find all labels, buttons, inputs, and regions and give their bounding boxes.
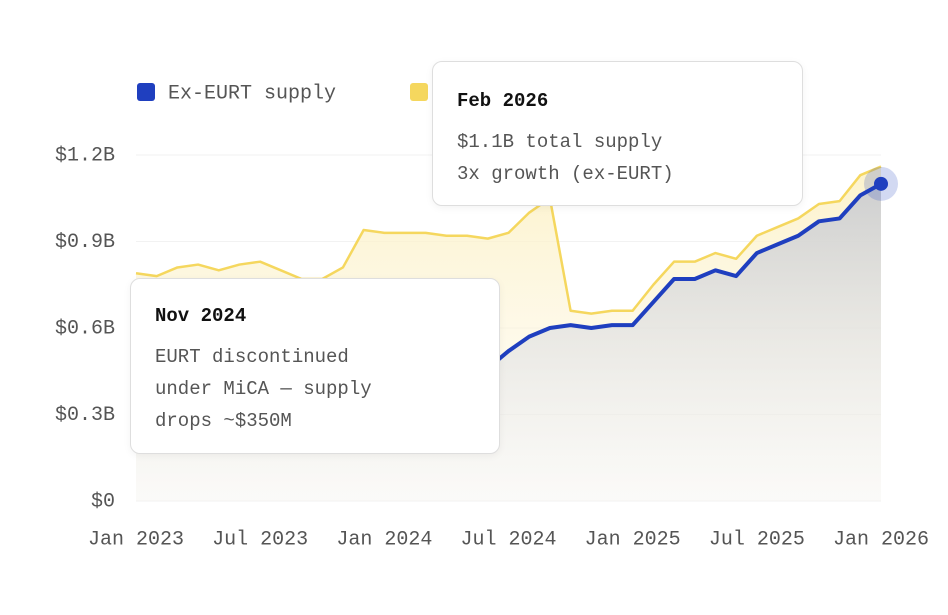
x-tick-label: Jan 2023 xyxy=(88,528,184,551)
x-tick-label: Jul 2023 xyxy=(212,528,308,551)
annotation-line: under MiCA — supply xyxy=(155,378,372,400)
x-tick-label: Jul 2024 xyxy=(460,528,556,551)
annotation-title: Feb 2026 xyxy=(457,90,549,112)
highlight-dot xyxy=(874,176,888,191)
y-tick-label: $0 xyxy=(91,490,115,513)
annotation-line: 3x growth (ex-EURT) xyxy=(457,163,674,185)
x-tick-label: Jan 2026 xyxy=(833,528,929,551)
y-tick-label: $0.3B xyxy=(55,404,115,427)
annotation: Nov 2024 EURT discontinued under MiCA — su… xyxy=(130,278,500,454)
line xyxy=(135,165,882,315)
annotation-title: Nov 2024 xyxy=(155,305,247,327)
annotation-line: drops ~$350M xyxy=(155,410,292,432)
x-tick-label: Jan 2025 xyxy=(585,528,681,551)
y-tick-label: $1.2B xyxy=(55,144,115,167)
y-tick-label: $0.6B xyxy=(55,317,115,340)
legend-swatch xyxy=(410,83,428,101)
tooltip: Feb 2026 $1.1B total supply 3x growth (ex-… xyxy=(432,61,803,206)
x-tick-label: Jan 2024 xyxy=(336,528,432,551)
annotation-line: EURT discontinued xyxy=(155,346,349,368)
legend-label: Ex-EURT supply xyxy=(168,82,336,105)
y-tick-label: $0.9B xyxy=(55,231,115,254)
x-tick-label: Jul 2025 xyxy=(709,528,805,551)
annotation-line: $1.1B total supply xyxy=(457,131,663,153)
legend-swatch xyxy=(137,83,155,101)
